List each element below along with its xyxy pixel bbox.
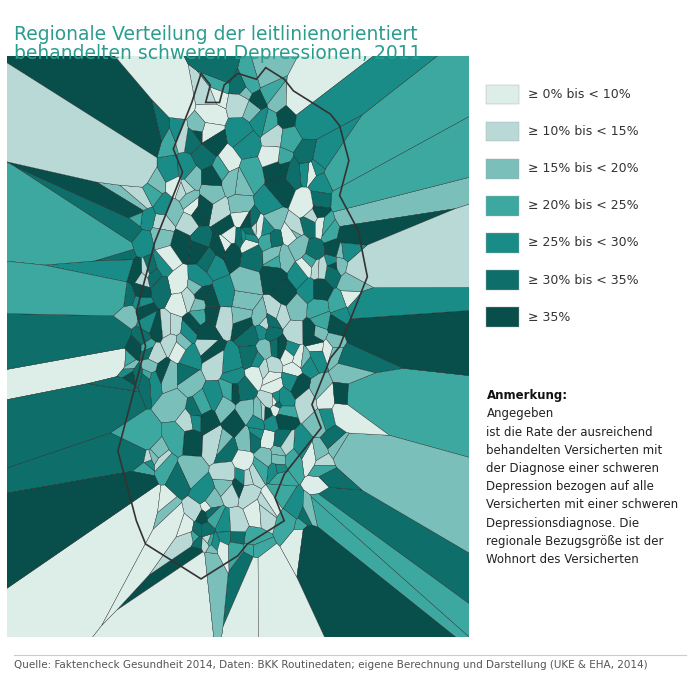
Text: ≥ 15% bis < 20%: ≥ 15% bis < 20% <box>528 162 639 175</box>
Text: ≥ 35%: ≥ 35% <box>528 311 571 323</box>
Text: Quelle: Faktencheck Gesundheit 2014, Daten: BKK Routinedaten; eigene Berechnung : Quelle: Faktencheck Gesundheit 2014, Dat… <box>14 660 648 670</box>
Text: ≥ 25% bis < 30%: ≥ 25% bis < 30% <box>528 237 639 249</box>
Text: regionale Bezugsgröße ist der: regionale Bezugsgröße ist der <box>486 535 664 548</box>
Text: Regionale Verteilung der leitlinienorientiert: Regionale Verteilung der leitlinienorien… <box>14 25 418 43</box>
Text: ist die Rate der ausreichend: ist die Rate der ausreichend <box>486 426 653 439</box>
Text: Depressionsdiagnose. Die: Depressionsdiagnose. Die <box>486 517 640 530</box>
Text: behandelten schweren Depressionen, 2011: behandelten schweren Depressionen, 2011 <box>14 44 421 63</box>
Text: Anmerkung:: Anmerkung: <box>486 389 568 402</box>
Text: Angegeben: Angegeben <box>486 407 554 421</box>
Text: der Diagnose einer schweren: der Diagnose einer schweren <box>486 462 659 475</box>
Text: behandelten Versicherten mit: behandelten Versicherten mit <box>486 444 663 457</box>
Text: Wohnort des Versicherten: Wohnort des Versicherten <box>486 553 639 566</box>
Text: ≥ 20% bis < 25%: ≥ 20% bis < 25% <box>528 199 639 212</box>
Text: ≥ 0% bis < 10%: ≥ 0% bis < 10% <box>528 88 631 101</box>
Text: ≥ 10% bis < 15%: ≥ 10% bis < 15% <box>528 125 639 138</box>
Text: Depression bezogen auf alle: Depression bezogen auf alle <box>486 480 654 494</box>
Text: Versicherten mit einer schweren: Versicherten mit einer schweren <box>486 498 678 512</box>
Text: ≥ 30% bis < 35%: ≥ 30% bis < 35% <box>528 274 639 286</box>
